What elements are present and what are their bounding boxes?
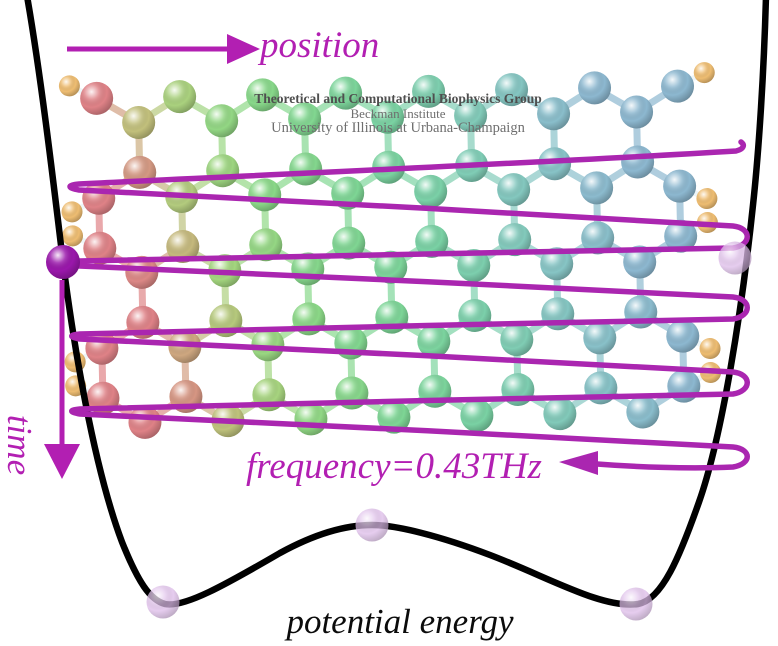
equilibrium-ghost-ball	[619, 587, 653, 621]
oscillation-trajectory-spiral	[67, 139, 750, 471]
watermark-line-3: University of Illinois at Urbana-Champai…	[271, 120, 525, 137]
frequency-label: frequency=0.43THz	[246, 446, 542, 487]
nanotube-molecule	[58, 62, 722, 439]
watermark-line-1: Theoretical and Computational Biophysics…	[254, 91, 542, 106]
oscillating-ball-marker	[46, 245, 80, 279]
position-arrow-icon	[67, 34, 260, 64]
equilibrium-ghost-ball	[355, 508, 389, 542]
time-arrow-icon	[44, 280, 80, 479]
potential-energy-label: potential energy	[286, 602, 514, 641]
ball-markers	[46, 241, 752, 621]
position-label: position	[260, 25, 380, 66]
equilibrium-ghost-ball	[146, 585, 180, 619]
equilibrium-ghost-ball	[718, 241, 752, 275]
time-label: time	[0, 414, 39, 476]
trajectory-arrow-icon	[559, 451, 598, 475]
watermark: Theoretical and Computational Biophysics…	[198, 91, 598, 137]
watermark-line-2: Beckman Institute	[350, 105, 446, 121]
